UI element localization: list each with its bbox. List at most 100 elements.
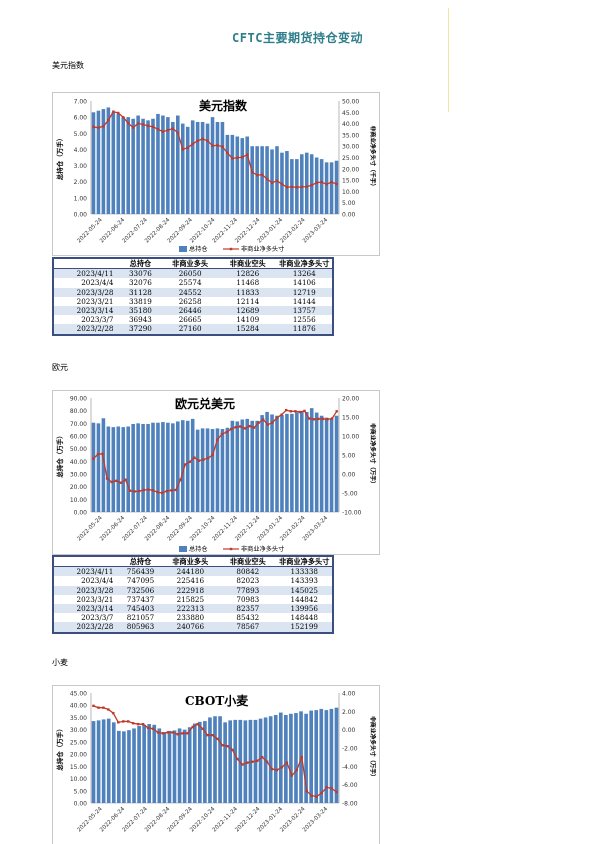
line-point-net-long (186, 146, 189, 149)
legend-swatch-marker (229, 247, 233, 251)
table-row: 2023/3/7 36943 26665 14109 12556 (53, 315, 333, 324)
line-point-net-long (325, 786, 328, 789)
line-point-net-long (315, 181, 318, 184)
bar-total-holdings (200, 428, 205, 512)
line-point-net-long (330, 787, 333, 790)
y-tick-label: 60.00 (70, 434, 87, 441)
bar-total-holdings (265, 411, 269, 512)
table-cell-value: 14144 (292, 296, 316, 306)
line-point-net-long (117, 721, 120, 724)
line-point-net-long (206, 139, 209, 142)
table-row: 2023/3/21 33819 26258 12114 14144 (53, 297, 333, 306)
eur-usd-table: 总持仓 非商业多头 非商业空头 非商业净多头寸 2023/4/11 756439 24418… (52, 555, 334, 634)
table-cell-value: 80842 (219, 566, 277, 577)
y2-tick-label: -4.00 (342, 764, 358, 771)
bar-total-holdings (319, 708, 324, 803)
line-point-net-long (97, 706, 100, 709)
line-point-net-long (330, 417, 334, 420)
table-cell-date: 2023/3/28 (53, 585, 120, 595)
line-point-net-long (236, 156, 239, 159)
table-row: 2023/4/4 747095 225416 82023 143393 (53, 576, 333, 585)
line-point-net-long (251, 760, 254, 763)
y-axis-title: 总持仓（万手） (55, 432, 64, 478)
y2-tick-label: 20.00 (342, 166, 359, 173)
bar-total-holdings (111, 112, 116, 214)
line-point-net-long (92, 457, 95, 460)
bar-total-holdings (195, 429, 200, 512)
table-cell-value: 15284 (218, 324, 277, 335)
bar-total-holdings (314, 412, 319, 512)
line-point-net-long (284, 408, 288, 412)
usd-index-table: 总持仓 非商业多头 非商业空头 非商业净多头寸 2023/4/11 33076 26050 1… (52, 257, 334, 336)
table-cell-value: 821057 (126, 613, 155, 623)
y2-tick-label: -5.00 (342, 491, 358, 498)
table-cell-value: 13264 (276, 268, 333, 279)
bar-total-holdings (285, 151, 289, 214)
bar-total-holdings (195, 121, 200, 214)
bar-total-holdings (180, 123, 185, 214)
line-point-net-long (138, 489, 141, 493)
line-point-net-long (221, 145, 224, 148)
line-point-net-long (122, 116, 125, 119)
line-point-net-long (252, 426, 256, 429)
y-tick-label: 40.00 (70, 703, 87, 710)
bar-total-holdings (240, 419, 245, 512)
bar-total-holdings (131, 423, 135, 512)
line-point-net-long (265, 177, 269, 181)
table-cell-value: 240766 (161, 622, 220, 633)
table-cell-value: 32076 (128, 278, 152, 288)
y2-axis-title: 非商业净多头寸（万手） (369, 716, 377, 780)
line-point-net-long (92, 704, 95, 708)
bar-total-holdings (300, 411, 304, 512)
line-point-net-long (216, 144, 219, 147)
y2-tick-label: 15.00 (342, 178, 359, 185)
bar-total-holdings (106, 426, 111, 512)
table-row: 2023/3/28 732506 222918 77893 145025 (53, 585, 333, 595)
table-cell-value: 143393 (290, 576, 318, 586)
legend-label-net: 非商业净多头寸 (241, 545, 284, 553)
line-point-net-long (216, 438, 219, 441)
line-point-net-long (335, 410, 338, 413)
y-tick-label: 25.00 (70, 739, 87, 746)
bar-total-holdings (146, 120, 150, 214)
y2-tick-label: 5.00 (342, 453, 356, 460)
line-point-net-long (166, 128, 170, 132)
line-point-net-long (131, 126, 135, 129)
table-cell-date: 2023/4/4 (81, 278, 114, 288)
bar-total-holdings (225, 427, 230, 512)
line-point-net-long (136, 722, 140, 726)
bar-total-holdings (324, 417, 329, 512)
bar-total-holdings (205, 428, 210, 512)
table-cell-value: 222313 (161, 603, 220, 614)
line-point-net-long (271, 421, 274, 424)
line-point-net-long (246, 153, 249, 156)
line-point-net-long (92, 125, 95, 129)
y2-tick-label: 30.00 (342, 144, 359, 151)
bar-total-holdings (146, 423, 150, 512)
line-point-net-long (133, 490, 136, 493)
bar-total-holdings (324, 710, 329, 803)
bar-total-holdings (171, 423, 175, 512)
table-cell-value: 244180 (161, 566, 220, 577)
table-row: 2023/3/28 31128 24552 11833 12719 (53, 287, 333, 297)
line-point-net-long (290, 185, 294, 189)
bar-total-holdings (166, 422, 170, 512)
line-point-net-long (307, 417, 311, 420)
line-point-net-long (161, 130, 165, 133)
bar-total-holdings (304, 152, 309, 214)
table-cell-value: 148448 (290, 613, 318, 623)
table-cell-value: 745403 (119, 603, 162, 614)
bar-total-holdings (166, 117, 170, 214)
table-cell-date: 2023/3/14 (53, 305, 120, 316)
bar-total-holdings (111, 722, 116, 803)
line-point-net-long (191, 725, 194, 729)
line-point-net-long (211, 733, 214, 737)
table-cell-value: 737437 (126, 594, 155, 604)
bar-total-holdings (324, 162, 329, 214)
bar-total-holdings (116, 426, 121, 512)
line-point-net-long (147, 488, 150, 491)
table-cell-value: 732506 (119, 585, 162, 595)
line-point-net-long (174, 488, 178, 492)
usd-index-chart: 7.00 6.00 5.00 4.00 3.00 2.00 1.00 0.00 50.00 45.… (52, 92, 380, 256)
line-point-net-long (280, 766, 284, 769)
